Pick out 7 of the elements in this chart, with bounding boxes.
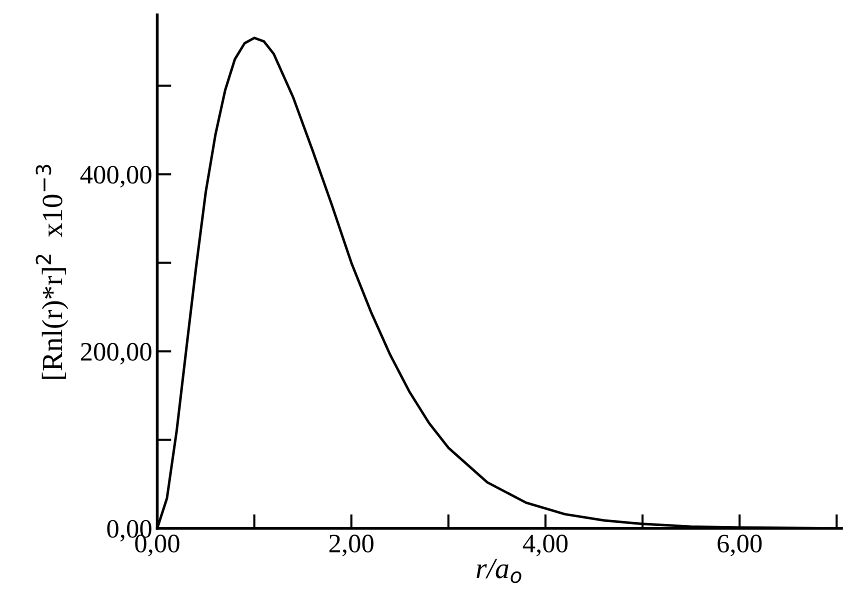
y-tick-label: 400,00 xyxy=(80,166,152,188)
x-tick-label: 4,00 xyxy=(522,534,568,556)
x-tick-label: 2,00 xyxy=(329,534,374,556)
x-axis-title: r/a$_{o}$ xyxy=(476,558,522,584)
y-axis-title: [Rnl(r)*r]$^{2}$ x10$^{−3}$ xyxy=(36,164,68,379)
y-tick-label: 200,00 xyxy=(80,342,152,365)
x-tick-label: 6,00 xyxy=(718,534,762,556)
